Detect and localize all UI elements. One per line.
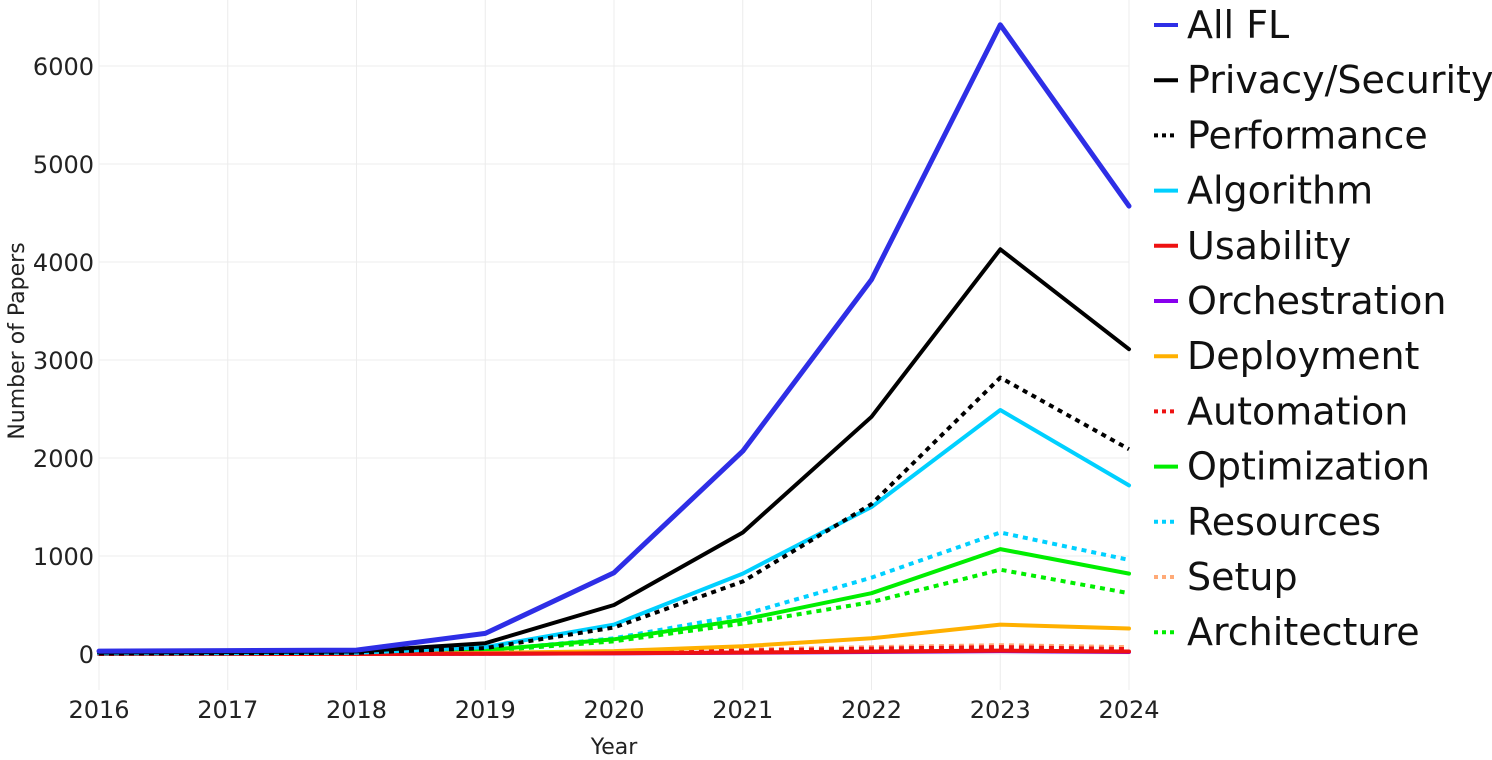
x-tick-label: 2020 (583, 696, 644, 724)
legend-item: Privacy/Security (1154, 58, 1492, 102)
legend-item: Resources (1154, 500, 1381, 544)
legend-label: Architecture (1187, 610, 1420, 654)
legend-item: Setup (1154, 555, 1298, 599)
chart-legend: All FL Privacy/Security Performance Algorit… (1154, 3, 1492, 654)
grid-lines (98, 0, 1130, 690)
legend-item: Optimization (1154, 445, 1430, 489)
series-line-all-fl (96, 22, 1132, 654)
legend-label: Setup (1187, 555, 1298, 599)
legend-label: Performance (1187, 113, 1428, 157)
y-tick-label: 5000 (33, 151, 94, 179)
x-tick-label: 2017 (197, 696, 258, 724)
series-lines (96, 22, 1132, 656)
x-tick-label: 2018 (326, 696, 387, 724)
legend-label: Resources (1187, 500, 1381, 544)
legend-item: Architecture (1154, 610, 1420, 654)
legend-item: All FL (1154, 3, 1289, 47)
y-tick-label: 4000 (33, 249, 94, 277)
y-axis-tick-labels: 0 1000 2000 3000 4000 5000 6000 (33, 53, 94, 669)
x-axis-title: Year (590, 735, 639, 760)
legend-item: Performance (1154, 113, 1428, 157)
legend-label: All FL (1187, 3, 1289, 47)
legend-label: Deployment (1187, 334, 1419, 378)
y-axis-title: Number of Papers (5, 242, 30, 439)
legend-label: Privacy/Security (1187, 58, 1492, 102)
x-axis-tick-labels: 2016 2017 2018 2019 2020 2021 2022 2023 2024 (68, 696, 1159, 724)
legend-label: Automation (1187, 389, 1408, 433)
legend-item: Deployment (1154, 334, 1419, 378)
x-tick-label: 2016 (68, 696, 129, 724)
x-tick-label: 2023 (970, 696, 1031, 724)
legend-label: Optimization (1187, 445, 1430, 489)
legend-label: Orchestration (1187, 279, 1446, 323)
legend-item: Automation (1154, 389, 1408, 433)
legend-label: Usability (1187, 224, 1351, 268)
y-tick-label: 0 (79, 641, 94, 669)
legend-label: Algorithm (1187, 169, 1373, 213)
legend-item: Usability (1154, 224, 1351, 268)
y-tick-label: 6000 (33, 53, 94, 81)
x-tick-label: 2024 (1098, 696, 1159, 724)
y-tick-label: 2000 (33, 445, 94, 473)
y-tick-label: 3000 (33, 347, 94, 375)
legend-item: Algorithm (1154, 169, 1373, 213)
x-tick-label: 2019 (455, 696, 516, 724)
legend-item: Orchestration (1154, 279, 1446, 323)
y-tick-label: 1000 (33, 543, 94, 571)
x-tick-label: 2021 (712, 696, 773, 724)
x-tick-label: 2022 (841, 696, 902, 724)
